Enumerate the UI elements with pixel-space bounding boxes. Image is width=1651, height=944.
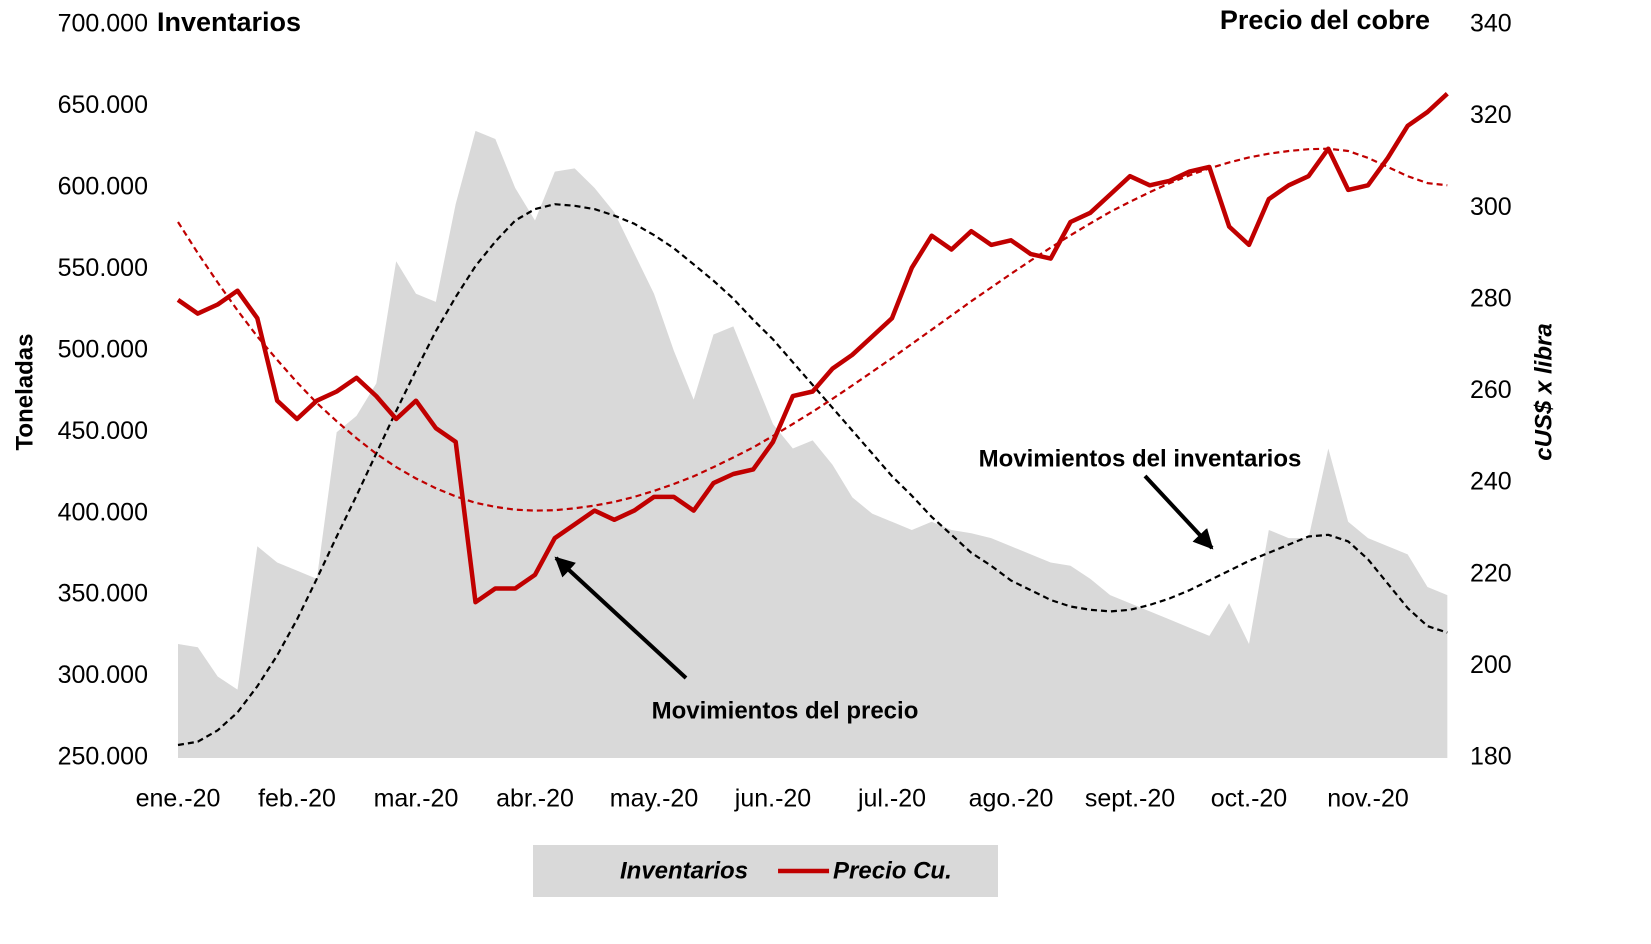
y2-tick-label: 340 [1470, 10, 1512, 38]
legend-label: Inventarios [620, 857, 748, 884]
y-tick-label: 500.000 [58, 335, 148, 363]
y2-tick-label: 220 [1470, 559, 1512, 587]
y-tick-label: 300.000 [58, 661, 148, 689]
y-tick-label: 550.000 [58, 254, 148, 282]
y2-tick-label: 200 [1470, 651, 1512, 679]
y-tick-label: 400.000 [58, 498, 148, 526]
x-tick-label: abr.-20 [496, 785, 574, 813]
y-tick-label: 600.000 [58, 172, 148, 200]
trend-line [177, 147, 1448, 512]
line [176, 92, 1449, 605]
y-axis-label: Toneladas [11, 334, 38, 451]
x-tick-label: ene.-20 [136, 785, 221, 813]
x-tick-label: jul.-20 [857, 785, 926, 813]
x-tick-label: may.-20 [610, 785, 698, 813]
annotation-arrow [554, 556, 688, 680]
y2-tick-label: 320 [1470, 101, 1512, 129]
legend-swatch [606, 862, 616, 878]
x-tick-label: oct.-20 [1211, 785, 1287, 813]
annotation-arrow [1143, 474, 1214, 550]
y-tick-label: 450.000 [58, 417, 148, 445]
x-tick-label: sept.-20 [1085, 785, 1175, 813]
y2-tick-label: 260 [1470, 376, 1512, 404]
y-tick-label: 700.000 [58, 10, 148, 38]
area [178, 130, 1448, 758]
x-tick-label: mar.-20 [374, 785, 459, 813]
annotation: Movimientos del precio [652, 697, 919, 724]
x-tick-label: jun.-20 [734, 785, 811, 813]
y-tick-label: 650.000 [58, 91, 148, 119]
y2-tick-label: 280 [1470, 284, 1512, 312]
trend-line [177, 203, 1448, 747]
x-tick-label: nov.-20 [1327, 785, 1409, 813]
y2-axis-label: cUS$ x libra [1530, 323, 1557, 460]
y2-title: Precio del cobre [1220, 5, 1430, 35]
legend-label: Precio Cu. [833, 857, 952, 884]
y2-tick-label: 240 [1470, 468, 1512, 496]
y2-tick-label: 300 [1470, 193, 1512, 221]
y2-tick-label: 180 [1470, 743, 1512, 771]
x-tick-label: ago.-20 [969, 785, 1054, 813]
x-tick-label: feb.-20 [258, 785, 336, 813]
chart-title: Inventarios [157, 7, 301, 37]
y-tick-label: 350.000 [58, 580, 148, 608]
annotation: Movimientos del inventarios [979, 445, 1302, 472]
y-tick-label: 250.000 [58, 743, 148, 771]
plot-area [176, 92, 1449, 758]
